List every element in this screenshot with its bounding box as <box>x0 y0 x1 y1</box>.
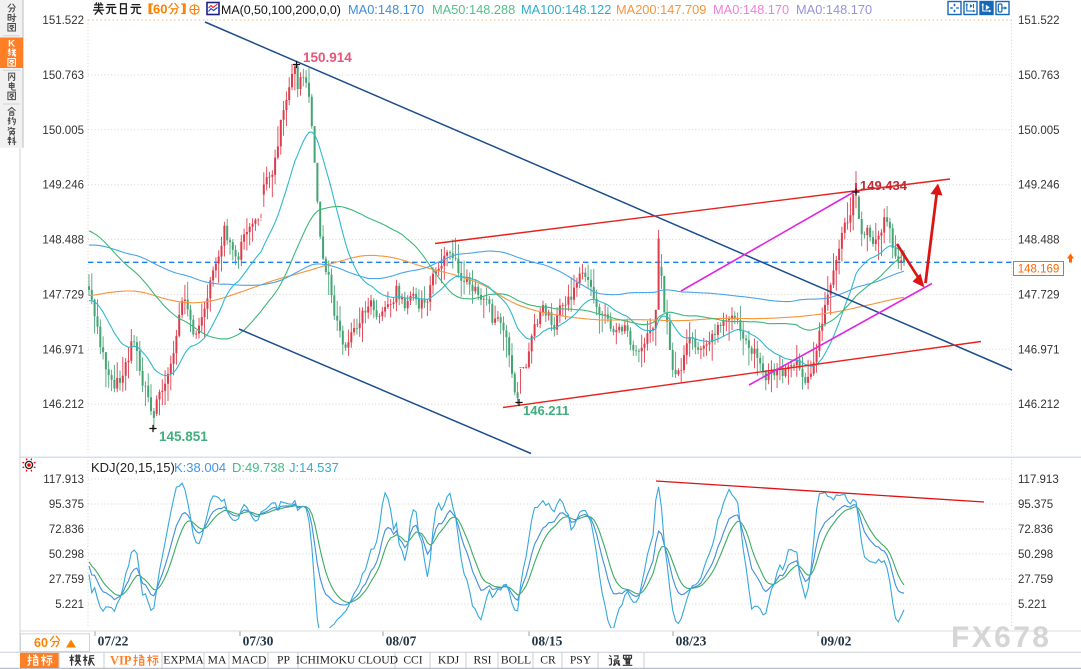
svg-text:117.913: 117.913 <box>1018 474 1059 486</box>
svg-text:CR: CR <box>540 654 556 667</box>
svg-text:PSY: PSY <box>570 654 592 667</box>
svg-text:08/15: 08/15 <box>532 634 563 649</box>
svg-text:151.522: 151.522 <box>1018 15 1060 27</box>
svg-text:150.005: 150.005 <box>42 125 84 137</box>
svg-text:117.913: 117.913 <box>43 474 84 486</box>
svg-text:KDJ: KDJ <box>438 654 460 667</box>
svg-text:MA0:148.170: MA0:148.170 <box>796 2 872 17</box>
svg-text:149.246: 149.246 <box>42 180 84 192</box>
svg-text:50.298: 50.298 <box>49 549 84 561</box>
svg-text:27.759: 27.759 <box>1018 574 1053 586</box>
svg-text:149.434: 149.434 <box>860 178 908 193</box>
svg-text:147.729: 147.729 <box>42 289 84 301</box>
svg-text:149.246: 149.246 <box>1018 180 1060 192</box>
svg-text:J:14.537: J:14.537 <box>289 460 339 475</box>
svg-text:146.971: 146.971 <box>1018 344 1060 356</box>
svg-text:146.212: 146.212 <box>1018 399 1060 411</box>
svg-text:BOLL: BOLL <box>501 654 531 667</box>
svg-text:PP: PP <box>277 654 290 667</box>
svg-text:FX678: FX678 <box>951 621 1051 654</box>
svg-text:VIP: VIP <box>110 654 132 668</box>
svg-text:150.763: 150.763 <box>42 70 84 82</box>
svg-text:72.836: 72.836 <box>49 524 84 536</box>
svg-text:148.169: 148.169 <box>1018 264 1060 276</box>
svg-text:5.221: 5.221 <box>55 599 84 611</box>
svg-text:MA200:147.709: MA200:147.709 <box>616 2 706 17</box>
svg-text:150.005: 150.005 <box>1018 125 1060 137</box>
svg-text:08/07: 08/07 <box>386 634 417 649</box>
svg-text:K:38.004: K:38.004 <box>174 460 226 475</box>
svg-text:07/22: 07/22 <box>98 634 129 649</box>
svg-text:148.488: 148.488 <box>1018 235 1060 247</box>
svg-text:K: K <box>8 39 15 50</box>
svg-text:MA0:148.170: MA0:148.170 <box>713 2 789 17</box>
svg-text:MACD: MACD <box>232 654 267 667</box>
svg-text:MA(0,50,100,200,0,0): MA(0,50,100,200,0,0) <box>221 3 341 17</box>
svg-text:5.221: 5.221 <box>1018 599 1047 611</box>
svg-text:60: 60 <box>153 2 167 17</box>
svg-text:151.522: 151.522 <box>42 15 84 27</box>
svg-text:07/30: 07/30 <box>243 634 274 649</box>
svg-text:95.375: 95.375 <box>1018 499 1053 511</box>
svg-text:KDJ(20,15,15): KDJ(20,15,15) <box>91 460 175 475</box>
svg-text:MA: MA <box>208 654 227 667</box>
svg-text:146.211: 146.211 <box>523 403 569 418</box>
svg-text:72.836: 72.836 <box>1018 524 1053 536</box>
svg-text:150.763: 150.763 <box>1018 70 1060 82</box>
svg-text:MA0:148.170: MA0:148.170 <box>348 2 424 17</box>
svg-text:D:49.738: D:49.738 <box>232 460 285 475</box>
svg-text:08/23: 08/23 <box>676 634 707 649</box>
svg-text:RSI: RSI <box>473 654 491 667</box>
svg-text:150.914: 150.914 <box>303 50 352 65</box>
svg-text:EXPMA: EXPMA <box>163 654 204 667</box>
svg-text:95.375: 95.375 <box>49 499 84 511</box>
svg-text:60: 60 <box>34 636 48 650</box>
svg-text:MA50:148.288: MA50:148.288 <box>432 2 515 17</box>
svg-text:50.298: 50.298 <box>1018 549 1053 561</box>
svg-text:ICHIMOKU CLOUD: ICHIMOKU CLOUD <box>296 654 398 667</box>
svg-text:09/02: 09/02 <box>821 634 852 649</box>
svg-text:146.212: 146.212 <box>42 399 84 411</box>
svg-text:145.851: 145.851 <box>159 429 208 444</box>
svg-text:CCI: CCI <box>403 654 422 667</box>
svg-text:147.729: 147.729 <box>1018 289 1060 301</box>
svg-text:146.971: 146.971 <box>42 344 84 356</box>
svg-text:MA100:148.122: MA100:148.122 <box>521 2 611 17</box>
svg-text:148.488: 148.488 <box>42 235 84 247</box>
svg-text:27.759: 27.759 <box>49 574 84 586</box>
